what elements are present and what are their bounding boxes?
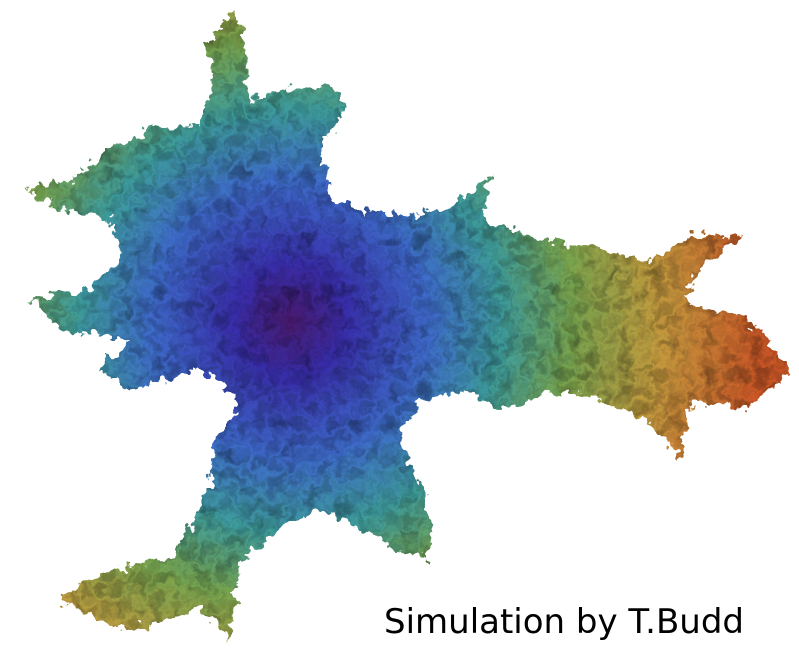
membrane	[25, 10, 790, 640]
caption: Simulation by T.Budd	[384, 602, 744, 642]
simulation-render	[0, 0, 799, 672]
page: Simulation by T.Budd	[0, 0, 799, 672]
